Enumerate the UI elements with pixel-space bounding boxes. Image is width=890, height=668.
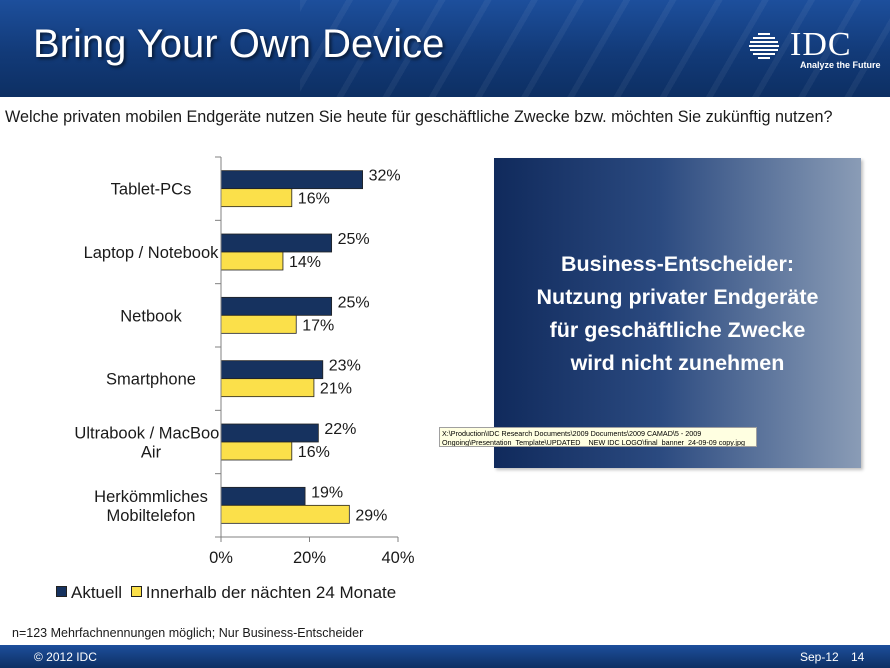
- callout-line: wird nicht zunehmen: [570, 351, 785, 375]
- bar-aktuell: [220, 233, 333, 253]
- legend-swatch: [56, 586, 67, 597]
- bar-aktuell: [220, 423, 319, 443]
- data-label: 21%: [320, 381, 352, 398]
- legend-swatch: [130, 586, 142, 597]
- data-label: 19%: [311, 484, 343, 501]
- idc-logo: IDC Analyze the Future: [744, 26, 884, 74]
- callout-line: Business-Entscheider:: [561, 252, 794, 276]
- data-label: 14%: [289, 254, 321, 271]
- bar-24-monate: [220, 188, 293, 208]
- legend-label: Innerhalb der nächten 24 Monate: [145, 583, 397, 602]
- bar-24-monate: [220, 441, 293, 461]
- globe-icon: [749, 33, 779, 59]
- bar-24-monate: [220, 314, 297, 334]
- category-label: Ultrabook / MacBook: [74, 425, 228, 443]
- data-label: 25%: [338, 294, 370, 311]
- data-label: 16%: [298, 444, 330, 461]
- data-label: 16%: [298, 191, 330, 208]
- category-label: Mobiltelefon: [107, 507, 196, 525]
- slide-title: Bring Your Own Device: [33, 22, 445, 66]
- category-label: Netbook: [120, 307, 182, 325]
- data-label: 29%: [355, 507, 387, 524]
- x-tick-label: 0%: [209, 549, 233, 567]
- logo-text: IDC: [790, 26, 852, 63]
- survey-question: Welche privaten mobilen Endgeräte nutzen…: [5, 108, 833, 126]
- bar-aktuell: [220, 170, 364, 190]
- bar-chart: Tablet-PCs 32% 16% Laptop / Notebook 25% 14% N…: [74, 156, 415, 567]
- bar-aktuell: [220, 296, 333, 316]
- footer-bar: © 2012 IDC Sep-12 14: [0, 645, 890, 668]
- callout-line: Nutzung privater Endgeräte: [536, 285, 819, 309]
- filepath-line: Ongoing\Presentation_Template\UPDATED _ …: [442, 438, 745, 447]
- legend-item-24-monate: Innerhalb der nächten 24 Monate: [130, 583, 397, 603]
- bar-24-monate: [220, 504, 350, 524]
- logo-tagline: Analyze the Future: [800, 60, 881, 70]
- category-label: Laptop / Notebook: [84, 244, 220, 262]
- bar-24-monate: [220, 378, 315, 398]
- data-label: 22%: [324, 421, 356, 438]
- bar-aktuell: [220, 486, 306, 506]
- legend-item-aktuell: Aktuell: [56, 583, 122, 603]
- bar-aktuell: [220, 360, 324, 380]
- chart-legend: Aktuell Innerhalb der nächten 24 Monate: [56, 583, 400, 603]
- callout-line: für geschäftliche Zwecke: [549, 318, 806, 342]
- bar-24-monate: [220, 251, 284, 271]
- category-label: Herkömmliches: [94, 488, 208, 506]
- data-label: 25%: [338, 231, 370, 248]
- callout-box: Business-Entscheider: Nutzung privater E…: [494, 158, 861, 468]
- data-label: 17%: [302, 317, 334, 334]
- category-label: Air: [141, 444, 162, 462]
- copyright: © 2012 IDC: [34, 650, 97, 664]
- category-label: Smartphone: [106, 371, 196, 389]
- filepath-line: X:\Production\IDC Research Documents\200…: [442, 429, 702, 438]
- page-number: 14: [851, 650, 865, 664]
- x-tick-label: 20%: [293, 549, 326, 567]
- header-banner: Bring Your Own Device IDC Analyze the Fu…: [0, 0, 890, 97]
- filepath-tooltip: X:\Production\IDC Research Documents\200…: [439, 427, 757, 447]
- x-tick-label: 40%: [381, 549, 414, 567]
- category-label: Tablet-PCs: [111, 181, 192, 199]
- footer-date: Sep-12: [800, 650, 839, 664]
- legend-label: Aktuell: [71, 583, 123, 602]
- footnote: n=123 Mehrfachnennungen möglich; Nur Bus…: [12, 626, 364, 640]
- callout-text: Business-Entscheider: Nutzung privater E…: [494, 248, 861, 380]
- data-label: 32%: [369, 168, 401, 185]
- data-label: 23%: [329, 358, 361, 375]
